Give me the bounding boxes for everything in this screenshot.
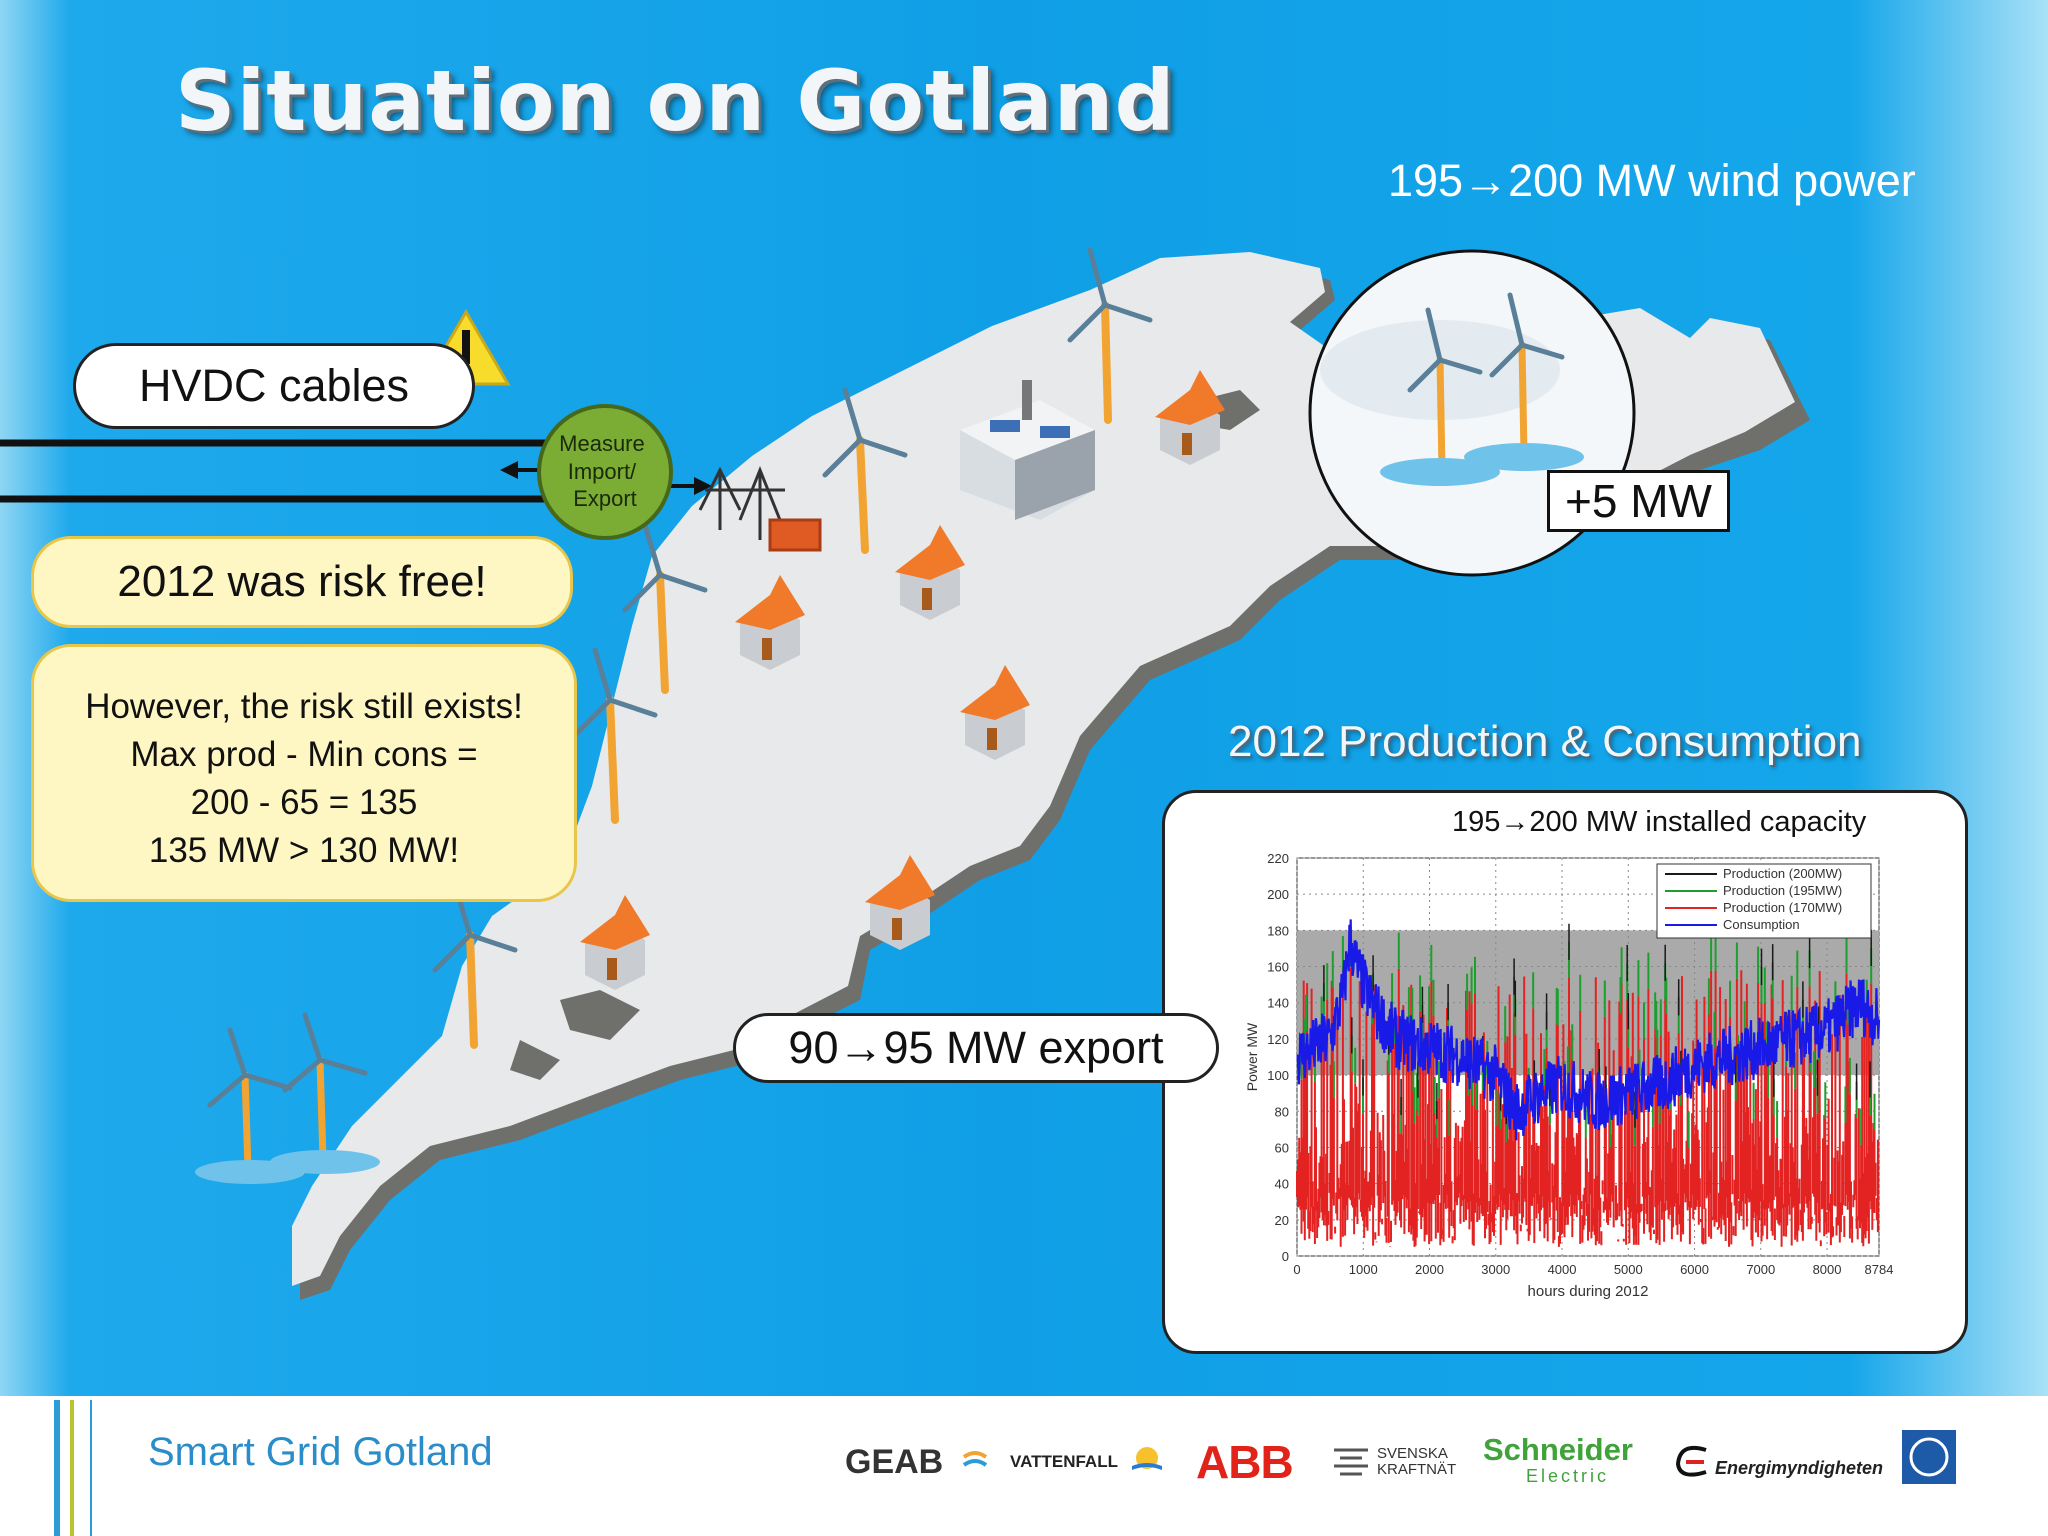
x-tick-label: 8784: [1865, 1262, 1894, 1277]
x-axis-label: hours during 2012: [1528, 1283, 1649, 1300]
measure-line: Export: [573, 486, 637, 511]
measure-line: Import/: [568, 459, 637, 484]
y-tick-label: 140: [1267, 996, 1289, 1011]
islet: [560, 990, 640, 1040]
project-name: Smart Grid Gotland: [148, 1430, 493, 1474]
y-tick-label: 200: [1267, 887, 1289, 902]
wind-power-caption: 195→200 MW wind power: [1388, 155, 1916, 206]
x-tick-label: 5000: [1614, 1262, 1643, 1277]
x-tick-label: 3000: [1481, 1262, 1510, 1277]
factory-icon: [960, 380, 1095, 520]
capacity-label: 195→200 MW installed capacity: [1452, 806, 1867, 838]
plus-mw-label: +5 MW: [1547, 470, 1730, 532]
risk-line: However, the risk still exists!: [85, 687, 523, 726]
measure-circle: [537, 404, 673, 540]
production-consumption-chart: 0 1000 2000 3000 4000 5000 6000 7000 8000 8784 0 20…: [1244, 851, 1893, 1300]
x-tick-label: 1000: [1349, 1262, 1378, 1277]
logo-geab: GEAB: [845, 1443, 944, 1481]
house-icon: [580, 895, 650, 990]
import-arrow-icon: [500, 461, 518, 479]
logo-abb: ABB: [1196, 1436, 1294, 1488]
substation-icon: [698, 465, 822, 552]
y-tick-label: 160: [1267, 960, 1289, 975]
geab-swirl-icon: [962, 1451, 988, 1467]
export-label: 90→95 MW export: [733, 1013, 1219, 1083]
x-tick-label: 6000: [1680, 1262, 1709, 1277]
wind-turbine-icon: [207, 247, 1153, 1174]
risk-line: Max prod - Min cons =: [130, 735, 478, 774]
risk-exists-note: However, the risk still exists! Max prod…: [31, 644, 577, 902]
logo-svk-line: KRAFTNÄT: [1377, 1461, 1457, 1478]
measure-line: Measure: [559, 431, 645, 456]
chart-legend: Production (200MW) Production (195MW) Prod…: [1656, 863, 1872, 939]
logo-svenska-kraftnat: SVENSKA KRAFTNÄT: [1377, 1446, 1456, 1478]
y-tick-label: 100: [1267, 1068, 1289, 1083]
y-tick-label: 60: [1275, 1140, 1289, 1155]
offshore-turbine-icon: [1407, 292, 1565, 474]
y-tick-label: 120: [1267, 1032, 1289, 1047]
water-splash: [1464, 443, 1584, 471]
footer-accent-bar: [70, 1400, 74, 1536]
legend-entry: Production (195MW): [1723, 883, 1842, 898]
series-consumption: [1296, 919, 1881, 1141]
islet: [510, 1040, 560, 1080]
vattenfall-sun-icon: [1132, 1447, 1162, 1470]
logo-energimyndigheten: Energimyndigheten: [1715, 1458, 1884, 1478]
y-tick-label: 40: [1275, 1177, 1289, 1192]
logo-schneider: Schneider: [1483, 1432, 1633, 1467]
x-tick-label: 2000: [1415, 1262, 1444, 1277]
x-tick-label: 0: [1293, 1262, 1300, 1277]
house-icon: [895, 525, 965, 620]
x-tick-label: 7000: [1746, 1262, 1775, 1277]
y-tick-label: 220: [1267, 851, 1289, 866]
export-arrow-icon: [694, 477, 712, 495]
house-icon: [960, 665, 1030, 760]
risk-line: 135 MW > 130 MW!: [148, 831, 460, 870]
house-icon: [865, 855, 935, 950]
risk-free-note: 2012 was risk free!: [31, 536, 573, 628]
x-tick-label: 8000: [1813, 1262, 1842, 1277]
legend-entry: Production (200MW): [1723, 866, 1842, 881]
y-tick-label: 180: [1267, 923, 1289, 938]
y-tick-label: 0: [1282, 1249, 1289, 1264]
water-splash: [1380, 458, 1500, 486]
logo-svk-line: SVENSKA: [1377, 1445, 1448, 1462]
kth-logo-icon: [1902, 1430, 1956, 1484]
house-icon: [735, 575, 805, 670]
hvdc-label: HVDC cables: [73, 343, 475, 429]
legend-entry: Production (170MW): [1723, 900, 1842, 915]
slide-title: Situation on Gotland: [175, 52, 1176, 150]
axis-ticks: 0 1000 2000 3000 4000 5000 6000 7000 8000 8784 0 20…: [1267, 851, 1893, 1277]
x-tick-label: 4000: [1548, 1262, 1577, 1277]
y-tick-label: 80: [1275, 1104, 1289, 1119]
logo-vattenfall: VATTENFALL: [1010, 1452, 1118, 1471]
y-tick-label: 20: [1275, 1213, 1289, 1228]
risk-line: 200 - 65 = 135: [190, 783, 418, 822]
house-icon: [1155, 370, 1225, 465]
legend-entry: Consumption: [1723, 917, 1800, 932]
footer-accent-bar: [54, 1400, 60, 1536]
logo-schneider-sub: Electric: [1526, 1466, 1610, 1486]
footer: [0, 1396, 2048, 1536]
energimyndigheten-icon: [1675, 1445, 1707, 1477]
water-splash: [270, 1150, 380, 1174]
footer-accent-bar: [90, 1400, 92, 1536]
y-axis-label: Power MW: [1244, 1022, 1260, 1091]
svk-stripes-icon: [1334, 1448, 1368, 1476]
svg-text:Measure Import/ Ex: Measure Import/ Export: [559, 431, 651, 511]
chart-heading: 2012 Production & Consumption: [1228, 717, 1862, 766]
